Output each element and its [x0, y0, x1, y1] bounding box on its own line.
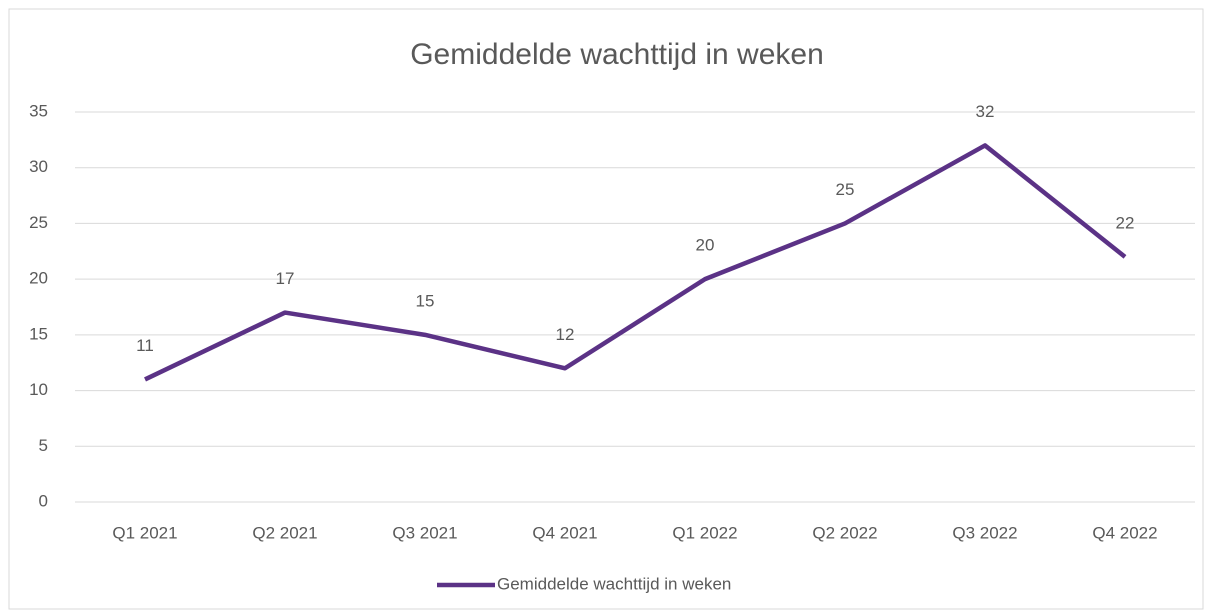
y-tick-label: 10	[29, 380, 48, 399]
chart-frame	[8, 8, 1204, 610]
y-tick-label: 35	[29, 101, 48, 120]
data-label: 11	[136, 336, 154, 355]
data-label: 25	[836, 180, 855, 199]
data-label: 20	[696, 236, 715, 255]
data-label: 17	[276, 269, 295, 288]
y-tick-label: 20	[29, 269, 48, 288]
x-tick-label: Q3 2022	[952, 523, 1017, 542]
y-tick-label: 30	[29, 157, 48, 176]
data-label: 22	[1116, 213, 1135, 232]
data-label: 12	[556, 325, 575, 344]
x-tick-label: Q4 2022	[1092, 523, 1157, 542]
y-tick-label: 15	[29, 324, 48, 343]
x-tick-label: Q1 2022	[672, 523, 737, 542]
line-series	[144, 143, 1127, 382]
y-tick-label: 0	[39, 491, 48, 510]
x-tick-label: Q3 2021	[392, 523, 457, 542]
chart-title: Gemiddelde wachttijd in weken	[410, 38, 824, 71]
y-tick-label: 25	[29, 213, 48, 232]
x-tick-label: Q2 2022	[812, 523, 877, 542]
data-label: 15	[416, 291, 435, 310]
legend-label: Gemiddelde wachttijd in weken	[497, 574, 731, 593]
data-label: 32	[976, 102, 995, 121]
x-tick-label: Q4 2021	[532, 523, 597, 542]
x-tick-label: Q1 2021	[112, 523, 177, 542]
x-tick-label: Q2 2021	[252, 523, 317, 542]
y-tick-label: 5	[39, 436, 48, 455]
